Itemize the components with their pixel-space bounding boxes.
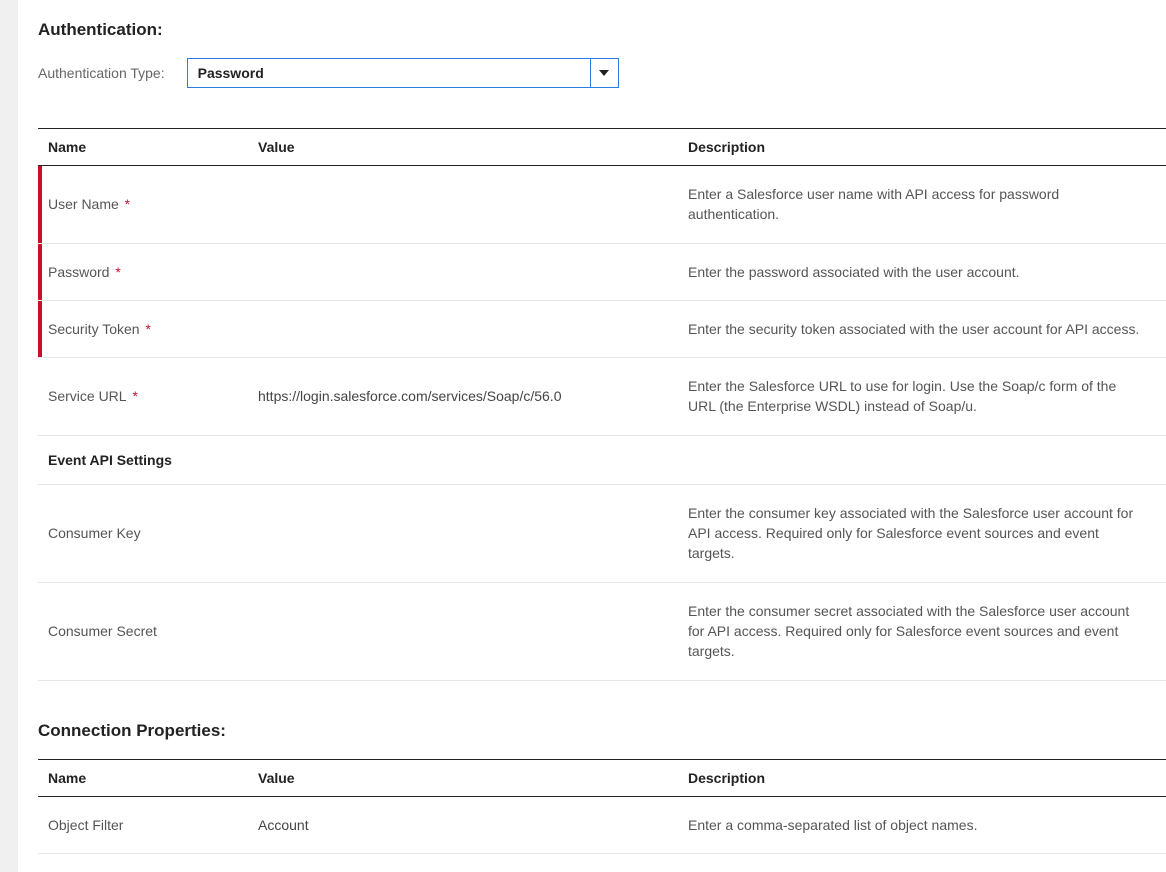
header-name: Name [38, 129, 248, 166]
field-description: Enter a Salesforce user name with API ac… [678, 166, 1166, 244]
authentication-type-row: Authentication Type: Password [38, 58, 1166, 88]
table-row[interactable]: Consumer Key Enter the consumer key asso… [38, 484, 1166, 582]
field-value[interactable] [248, 484, 678, 582]
connection-properties-section: Connection Properties: Name Value Descri… [38, 721, 1166, 854]
field-value[interactable] [248, 582, 678, 680]
table-row[interactable]: Consumer Secret Enter the consumer secre… [38, 582, 1166, 680]
field-name: Service URL * [38, 358, 248, 436]
authentication-type-label: Authentication Type: [38, 65, 165, 81]
required-star-icon: * [142, 321, 151, 337]
field-description: Enter the Salesforce URL to use for logi… [678, 358, 1166, 436]
table-row[interactable]: Service URL * https://login.salesforce.c… [38, 358, 1166, 436]
field-name: User Name * [38, 166, 248, 244]
required-star-icon: * [129, 388, 138, 404]
field-name: Consumer Key [38, 484, 248, 582]
required-star-icon: * [121, 196, 130, 212]
authentication-type-select[interactable]: Password [187, 58, 619, 88]
table-header-row: Name Value Description [38, 129, 1166, 166]
header-description: Description [678, 129, 1166, 166]
field-value[interactable] [248, 166, 678, 244]
required-star-icon: * [111, 264, 120, 280]
field-value[interactable]: https://login.salesforce.com/services/So… [248, 358, 678, 436]
field-name: Consumer Secret [38, 582, 248, 680]
table-row[interactable]: Password * Enter the password associated… [38, 243, 1166, 300]
header-value: Value [248, 759, 678, 796]
header-name: Name [38, 759, 248, 796]
authentication-type-value: Password [188, 65, 590, 81]
table-row[interactable]: User Name * Enter a Salesforce user name… [38, 166, 1166, 244]
header-description: Description [678, 759, 1166, 796]
field-description: Enter the consumer secret associated wit… [678, 582, 1166, 680]
field-description: Enter the security token associated with… [678, 300, 1166, 357]
field-value[interactable] [248, 243, 678, 300]
field-name: Password * [38, 243, 248, 300]
field-description: Enter the password associated with the u… [678, 243, 1166, 300]
event-api-settings-header: Event API Settings [38, 435, 1166, 484]
chevron-down-icon [590, 59, 618, 87]
field-name: Security Token * [38, 300, 248, 357]
connection-properties-title: Connection Properties: [38, 721, 1166, 741]
connection-properties-table: Name Value Description Object Filter Acc… [38, 759, 1166, 854]
config-panel: Authentication: Authentication Type: Pas… [18, 0, 1166, 872]
table-header-row: Name Value Description [38, 759, 1166, 796]
field-description: Enter the consumer key associated with t… [678, 484, 1166, 582]
authentication-table: Name Value Description User Name * Enter… [38, 128, 1166, 681]
field-value[interactable] [248, 300, 678, 357]
authentication-title: Authentication: [38, 20, 1166, 40]
table-row[interactable]: Security Token * Enter the security toke… [38, 300, 1166, 357]
header-value: Value [248, 129, 678, 166]
